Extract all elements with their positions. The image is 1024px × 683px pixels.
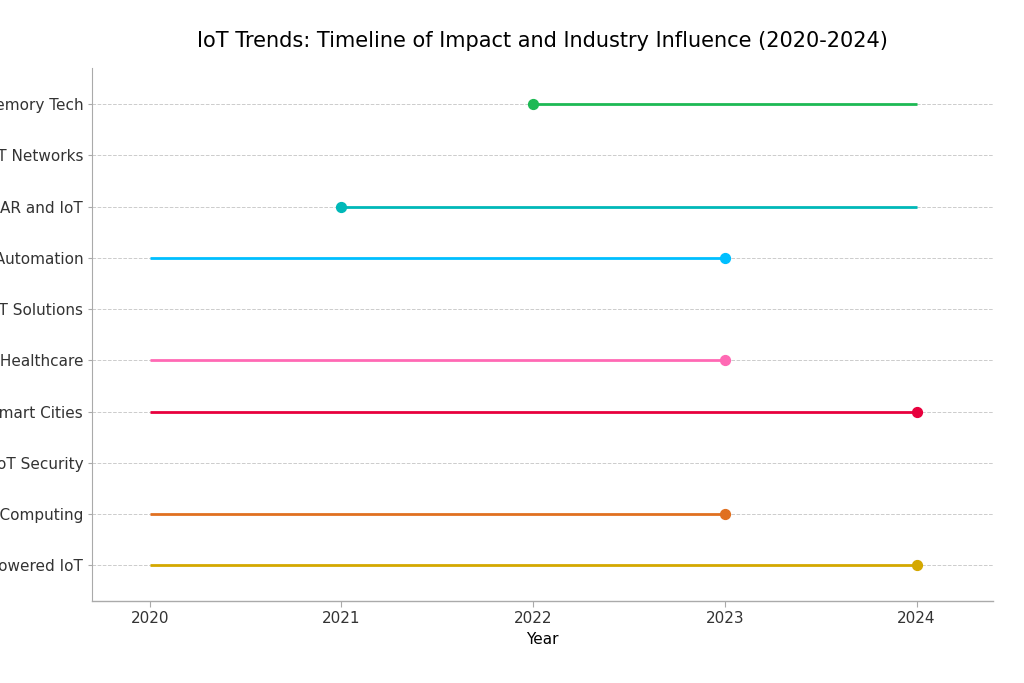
Point <box>333 201 349 212</box>
Title: IoT Trends: Timeline of Impact and Industry Influence (2020-2024): IoT Trends: Timeline of Impact and Indus… <box>198 31 888 51</box>
Point <box>717 508 733 519</box>
Point <box>525 98 542 109</box>
Point <box>717 355 733 366</box>
Point <box>717 252 733 263</box>
Point <box>908 560 925 571</box>
X-axis label: Year: Year <box>526 632 559 647</box>
Point <box>908 406 925 417</box>
